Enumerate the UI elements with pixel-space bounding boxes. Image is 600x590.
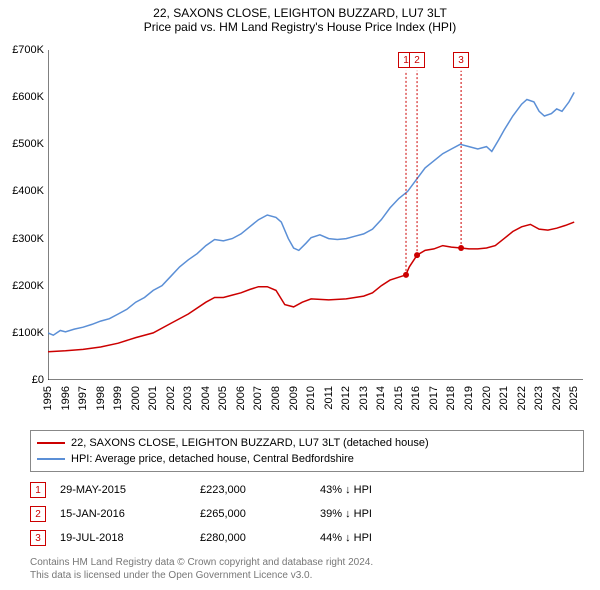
y-tick-label: £300K: [12, 233, 44, 245]
x-tick-label: 2017: [428, 386, 440, 410]
sale-marker-3: 3: [453, 52, 469, 68]
x-tick-label: 1996: [60, 386, 72, 410]
legend-label-property: 22, SAXONS CLOSE, LEIGHTON BUZZARD, LU7 …: [71, 437, 429, 449]
x-tick-label: 2012: [340, 386, 352, 410]
y-axis: £0£100K£200K£300K£400K£500K£600K£700K: [0, 50, 48, 380]
sale-price: £223,000: [200, 484, 320, 496]
sale-marker-2: 2: [409, 52, 425, 68]
x-tick-label: 2004: [200, 386, 212, 410]
x-tick-label: 2002: [165, 386, 177, 410]
y-tick-label: £600K: [12, 91, 44, 103]
y-tick-label: £100K: [12, 327, 44, 339]
sale-diff: 44% ↓ HPI: [320, 532, 430, 544]
sale-row: 3 19-JUL-2018£280,00044% ↓ HPI: [30, 526, 430, 550]
legend-row-hpi: HPI: Average price, detached house, Cent…: [37, 451, 577, 467]
chart-subtitle: Price paid vs. HM Land Registry's House …: [0, 20, 600, 34]
sale-price: £265,000: [200, 508, 320, 520]
y-tick-label: £500K: [12, 138, 44, 150]
x-tick-label: 2013: [358, 386, 370, 410]
legend-label-hpi: HPI: Average price, detached house, Cent…: [71, 453, 354, 465]
x-tick-label: 2005: [217, 386, 229, 410]
sale-diff: 43% ↓ HPI: [320, 484, 430, 496]
sale-marker-ref-1: 1: [30, 482, 46, 498]
legend: 22, SAXONS CLOSE, LEIGHTON BUZZARD, LU7 …: [30, 430, 584, 472]
legend-swatch-hpi: [37, 458, 65, 460]
x-tick-label: 2006: [235, 386, 247, 410]
sale-date: 19-JUL-2018: [60, 532, 200, 544]
x-tick-label: 1998: [95, 386, 107, 410]
y-tick-label: £200K: [12, 280, 44, 292]
x-tick-label: 2000: [130, 386, 142, 410]
x-tick-label: 2016: [410, 386, 422, 410]
sale-marker-ref-3: 3: [30, 530, 46, 546]
chart-title-address: 22, SAXONS CLOSE, LEIGHTON BUZZARD, LU7 …: [0, 6, 600, 20]
x-tick-label: 2003: [182, 386, 194, 410]
x-tick-label: 1995: [42, 386, 54, 410]
x-tick-label: 2009: [288, 386, 300, 410]
footer-line2: This data is licensed under the Open Gov…: [30, 569, 373, 582]
x-tick-label: 2010: [305, 386, 317, 410]
plot-area: 123: [48, 50, 583, 380]
x-tick-label: 2025: [568, 386, 580, 410]
x-tick-label: 2007: [252, 386, 264, 410]
sale-row: 2 15-JAN-2016£265,00039% ↓ HPI: [30, 502, 430, 526]
x-tick-label: 2023: [533, 386, 545, 410]
footer-line1: Contains HM Land Registry data © Crown c…: [30, 556, 373, 569]
sale-price: £280,000: [200, 532, 320, 544]
sales-table: 1 29-MAY-2015£223,00043% ↓ HPI 2 15-JAN-201…: [30, 478, 430, 550]
x-tick-label: 2019: [463, 386, 475, 410]
sale-date: 29-MAY-2015: [60, 484, 200, 496]
sale-date: 15-JAN-2016: [60, 508, 200, 520]
x-tick-label: 1999: [112, 386, 124, 410]
footer-attribution: Contains HM Land Registry data © Crown c…: [30, 556, 373, 582]
y-tick-label: £700K: [12, 44, 44, 56]
sale-diff: 39% ↓ HPI: [320, 508, 430, 520]
x-tick-label: 1997: [77, 386, 89, 410]
legend-swatch-property: [37, 442, 65, 444]
x-tick-label: 2015: [393, 386, 405, 410]
sale-marker-ref-2: 2: [30, 506, 46, 522]
x-tick-label: 2021: [498, 386, 510, 410]
x-tick-label: 2022: [516, 386, 528, 410]
sale-row: 1 29-MAY-2015£223,00043% ↓ HPI: [30, 478, 430, 502]
x-tick-label: 2014: [375, 386, 387, 410]
x-tick-label: 2020: [481, 386, 493, 410]
x-axis: 1995199619971998199920002001200220032004…: [48, 380, 583, 430]
x-tick-label: 2001: [147, 386, 159, 410]
chart-container: 22, SAXONS CLOSE, LEIGHTON BUZZARD, LU7 …: [0, 0, 600, 590]
chart-svg: [48, 50, 583, 380]
x-tick-label: 2018: [445, 386, 457, 410]
title-block: 22, SAXONS CLOSE, LEIGHTON BUZZARD, LU7 …: [0, 0, 600, 34]
x-tick-label: 2011: [323, 386, 335, 410]
x-tick-label: 2024: [551, 386, 563, 410]
y-tick-label: £400K: [12, 185, 44, 197]
legend-row-property: 22, SAXONS CLOSE, LEIGHTON BUZZARD, LU7 …: [37, 435, 577, 451]
y-tick-label: £0: [32, 374, 44, 386]
x-tick-label: 2008: [270, 386, 282, 410]
